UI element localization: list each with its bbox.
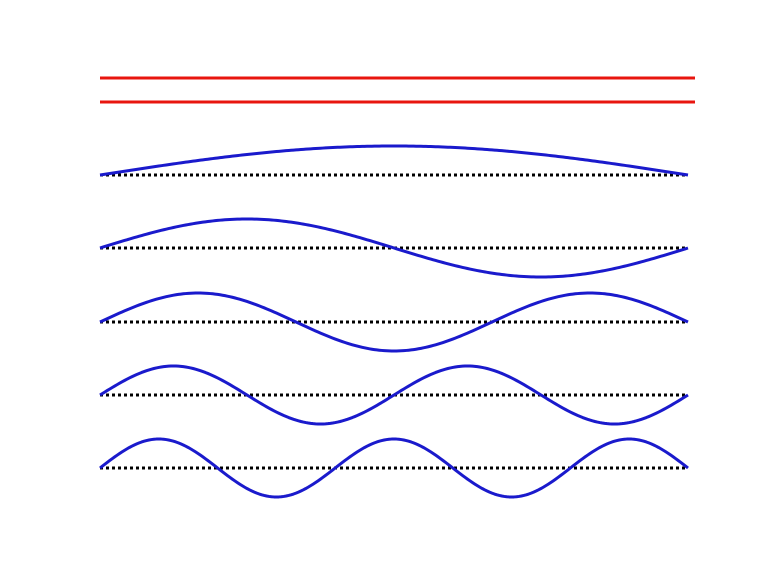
wave-modes (100, 146, 688, 497)
mode-4 (100, 366, 688, 424)
mode-5 (100, 439, 688, 497)
mode-3 (100, 293, 688, 351)
mode-1 (100, 146, 688, 175)
mode-1-wave (100, 146, 688, 175)
boundary-lines (100, 78, 695, 102)
mode-2 (100, 219, 688, 277)
